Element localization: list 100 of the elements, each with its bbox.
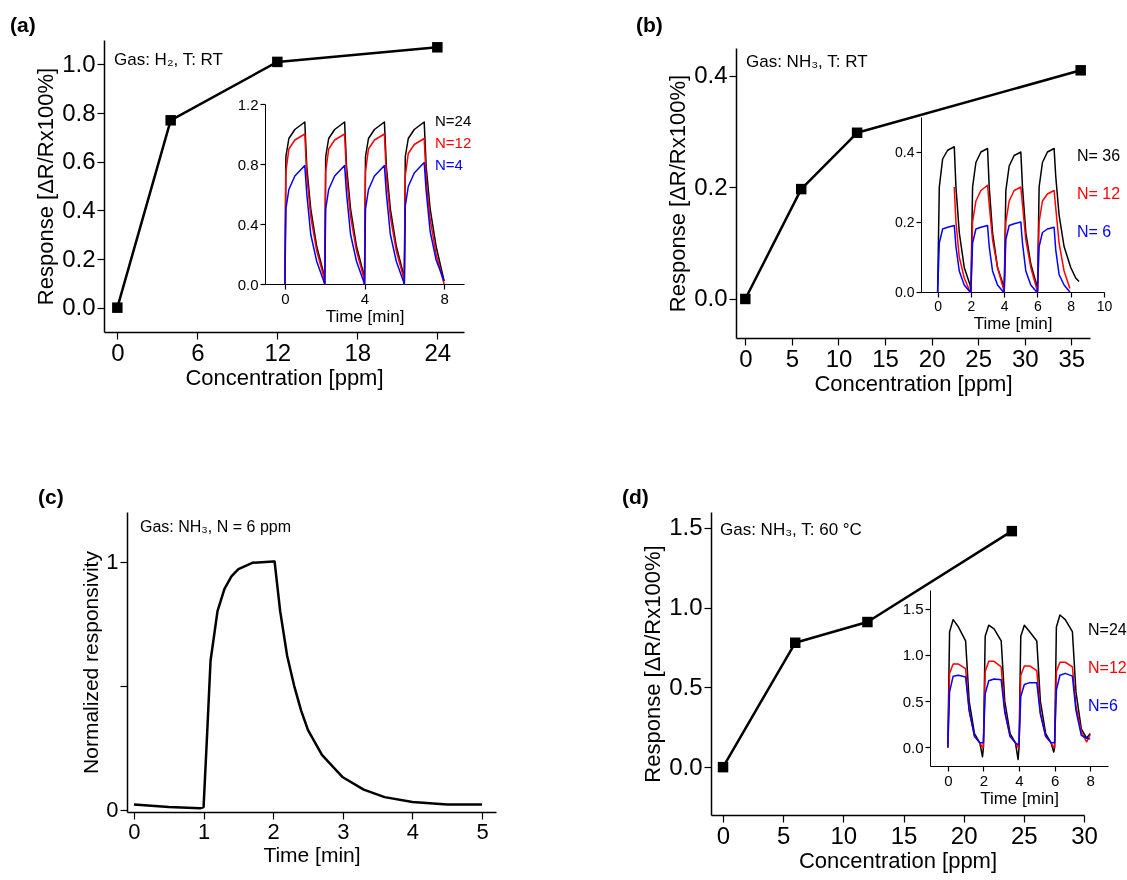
y-tick-label: 0.2: [895, 213, 915, 230]
y-tick-label: 0.4: [895, 143, 915, 160]
x-tick-label: 10: [1096, 297, 1113, 314]
point: [717, 761, 729, 773]
x-axis-title: Time [min]: [973, 313, 1053, 333]
point: [862, 616, 873, 628]
x-tick-label: 1: [197, 818, 211, 844]
series-label: N= 36: [1077, 147, 1121, 164]
x-tick-label: 4: [360, 289, 370, 307]
y-tick-label: 0.5: [902, 692, 924, 710]
x-tick-label: 30: [1071, 821, 1098, 849]
y-tick-label: 0.4: [237, 215, 259, 233]
y-tick-label: 1.0: [62, 49, 96, 77]
x-tick-label: 15: [890, 821, 918, 849]
x-axis-title: Time [min]: [980, 788, 1059, 808]
y-tick-label: 0.0: [62, 293, 96, 321]
x-tick-label: 8: [1086, 771, 1095, 789]
point: [272, 56, 283, 68]
series-label: N=12: [1088, 659, 1127, 676]
x-tick-label: 3: [337, 818, 350, 844]
y-tick-label: 0.5: [669, 672, 703, 700]
y-tick-label: 0.0: [902, 738, 924, 756]
chart-title: (c): [38, 485, 64, 508]
point: [1006, 525, 1018, 537]
x-tick-label: 8: [440, 289, 449, 307]
y-axis-title: Response [ΔR/Rx100%]: [665, 74, 691, 313]
x-tick-label: 4: [406, 818, 420, 844]
x-tick-label: 24: [424, 338, 452, 366]
line-series: [936, 221, 1071, 293]
x-axis-title: Concentration [ppm]: [798, 847, 998, 873]
series-label: N=12: [435, 134, 472, 151]
y-tick-label: 0.6: [62, 147, 96, 175]
y-tick-label: 1.0: [669, 593, 703, 621]
x-tick-label: 0: [739, 344, 753, 372]
annotation: Gas: H₂, T: RT: [114, 50, 223, 69]
y-tick-label: 0.4: [694, 61, 728, 89]
chart-title: (a): [10, 13, 36, 36]
x-tick-label: 0: [934, 297, 943, 314]
x-tick-label: 0: [281, 289, 290, 307]
y-tick-label: 0.0: [237, 275, 259, 293]
x-tick-label: 2: [267, 818, 280, 844]
x-tick-label: 6: [1034, 297, 1043, 314]
x-tick-label: 25: [965, 344, 993, 372]
x-tick-label: 10: [830, 821, 858, 849]
x-tick-label: 15: [872, 344, 899, 372]
y-tick-label: 1.5: [669, 513, 703, 541]
y-tick-label: 0.2: [62, 244, 96, 272]
annotation: Gas: NH₃, N = 6 ppm: [140, 518, 292, 535]
x-tick-label: 2: [967, 297, 976, 314]
y-axis-title: Response [ΔR/Rx100%]: [33, 67, 59, 306]
point: [795, 183, 807, 195]
line-series: [953, 184, 1071, 293]
series-label: N=6: [1088, 697, 1118, 714]
chart-title: (d): [622, 485, 649, 508]
y-tick-label: 1.0: [902, 646, 924, 664]
x-tick-label: 20: [918, 344, 946, 372]
x-tick-label: 0: [944, 771, 953, 789]
y-tick-label: 0.0: [694, 284, 728, 312]
y-tick-label: 0.4: [62, 195, 96, 223]
x-tick-label: 5: [785, 344, 800, 372]
series-label: N= 12: [1077, 185, 1121, 202]
point: [851, 127, 863, 139]
y-tick-label: 0.2: [694, 172, 728, 200]
x-tick-label: 12: [264, 338, 292, 366]
x-tick-label: 4: [1000, 297, 1009, 314]
y-axis-title: Response [ΔR/Rx100%]: [640, 545, 666, 783]
x-tick-label: 2: [979, 771, 989, 789]
series-label: N=24: [1088, 621, 1127, 638]
x-axis-title: Concentration [ppm]: [814, 370, 1013, 396]
annotation: Gas: NH₃, T: RT: [746, 52, 868, 71]
x-tick-label: 5: [476, 818, 489, 844]
y-axis-title: Normalized responsivity: [79, 550, 103, 774]
point: [165, 115, 176, 126]
chart-title: (b): [636, 13, 663, 36]
point: [1075, 65, 1086, 76]
y-tick-label: 0.8: [62, 98, 96, 126]
point: [432, 42, 443, 53]
point: [740, 293, 751, 305]
x-axis-title: Time [min]: [263, 842, 361, 866]
x-tick-label: 35: [1058, 344, 1086, 372]
x-tick-label: 0: [128, 818, 141, 844]
y-tick-label: 1.5: [902, 600, 924, 618]
y-tick-label: 0.0: [669, 752, 703, 780]
series-label: N=24: [435, 112, 472, 129]
x-tick-label: 20: [950, 821, 978, 849]
x-axis-title: Time [min]: [325, 306, 405, 326]
annotation: Gas: NH₃, T: 60 °C: [720, 520, 862, 539]
y-tick-label: 1.2: [237, 95, 259, 113]
y-tick-label: 0.8: [237, 155, 259, 173]
x-tick-label: 4: [1015, 771, 1024, 789]
series-label: N=4: [435, 156, 463, 173]
x-tick-label: 6: [191, 338, 205, 366]
x-tick-label: 5: [777, 821, 791, 849]
x-axis-title: Concentration [ppm]: [185, 364, 384, 390]
point: [789, 637, 801, 649]
y-tick-label: 0.0: [895, 283, 915, 300]
point: [112, 302, 123, 313]
series-label: N= 6: [1077, 223, 1112, 240]
x-tick-label: 10: [825, 344, 853, 372]
x-tick-label: 30: [1011, 344, 1039, 372]
